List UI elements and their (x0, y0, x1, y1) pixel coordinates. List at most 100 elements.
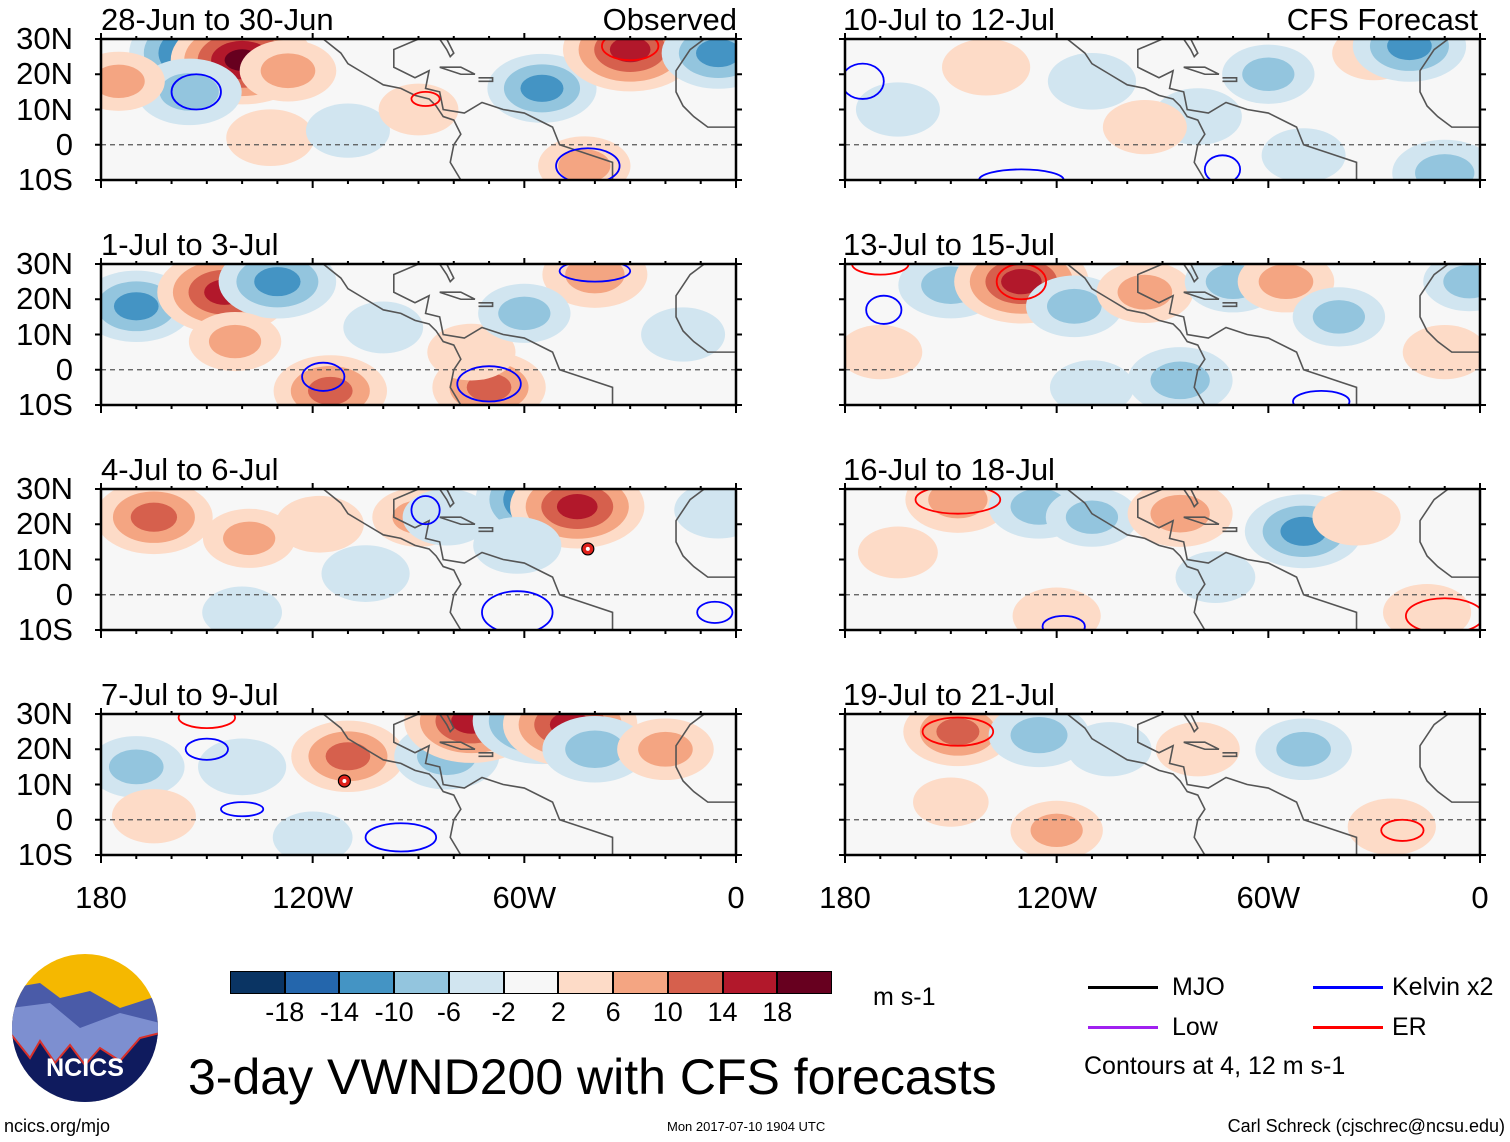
colorbar-swatch (613, 971, 668, 994)
coastline (675, 39, 736, 128)
colorbar-tick-label: 6 (605, 997, 621, 1027)
colorbar-swatch (448, 971, 504, 994)
coastline (393, 264, 614, 405)
colorbar-swatch (722, 971, 778, 994)
anomaly-region (325, 742, 371, 771)
coastline (675, 714, 736, 803)
coastline (675, 489, 736, 578)
colorbar-swatch (503, 971, 559, 994)
coastline (393, 489, 614, 630)
kelvin-contour (1292, 389, 1351, 405)
colorbar-tick-label: -6 (436, 997, 461, 1027)
anomaly-region (159, 73, 219, 111)
map-panel (839, 708, 1486, 863)
y-tick-label: 30N (16, 21, 73, 56)
er-contour (914, 489, 1002, 515)
anomaly-region (202, 586, 282, 630)
map-panel (95, 483, 742, 638)
anomaly-region (1415, 154, 1475, 180)
coastline (1419, 714, 1480, 803)
coastline (439, 516, 476, 526)
y-tick-label: 10N (16, 316, 73, 352)
kelvin-contour (865, 294, 903, 325)
coastline (1066, 489, 1206, 630)
anomaly-region (1242, 57, 1295, 91)
coastline (1222, 301, 1238, 308)
y-tick-label: 20N (16, 506, 73, 542)
y-tick-label: 10N (16, 766, 73, 802)
y-tick-label: 0 (55, 351, 73, 387)
coastline (322, 714, 462, 855)
footer-url[interactable]: ncics.org/mjo (4, 1116, 111, 1136)
anomaly-region (1049, 360, 1134, 405)
tropical-cyclone-icon (337, 774, 352, 788)
coastline (1222, 526, 1238, 533)
er-contour (601, 39, 660, 62)
coastline (322, 264, 462, 405)
y-tick-label: 10S (17, 837, 73, 872)
anomaly-region (1258, 264, 1314, 300)
anomaly-region (275, 495, 364, 553)
anomaly-region (305, 103, 390, 158)
anomaly-region (1117, 274, 1173, 310)
map-panel (95, 33, 742, 188)
colorbar-tick-label: -10 (374, 997, 414, 1027)
y-tick-label: 0 (55, 126, 73, 162)
kelvin-contour (301, 361, 346, 392)
coastline (1066, 39, 1206, 180)
coastline (1419, 39, 1480, 128)
footer-author: Carl Schreck (cjschrec@ncsu.edu) (1227, 1116, 1505, 1136)
anomaly-region (1175, 551, 1256, 604)
coastline (1222, 76, 1238, 83)
legend-er: ER (1392, 1013, 1427, 1041)
panel-title: 13-Jul to 15-Jul (843, 227, 1055, 262)
anomaly-region (498, 296, 551, 331)
er-contour (1380, 818, 1425, 842)
observed-header: Observed (602, 2, 737, 37)
coastline (322, 489, 462, 630)
anomaly-region (111, 789, 196, 844)
kelvin-contour (481, 590, 554, 630)
y-tick-label: 10S (17, 162, 73, 197)
figure-title: 3-day VWND200 with CFS forecasts (188, 1049, 997, 1105)
er-contour (410, 90, 441, 107)
y-tick-label: 20N (16, 731, 73, 767)
anomaly-region (1347, 798, 1436, 855)
kelvin-contour (220, 801, 265, 818)
panel-title: 4-Jul to 6-Jul (101, 452, 279, 487)
anomaly-region (226, 109, 315, 167)
colorbar-tick-label: -18 (265, 997, 305, 1027)
colorbar-swatch (558, 971, 614, 994)
panel-title: 7-Jul to 9-Jul (101, 677, 279, 712)
coastline (1183, 516, 1220, 526)
colorbar-tick-label: 2 (550, 997, 566, 1027)
colorbar-tick-label: -2 (491, 997, 516, 1027)
coastline (439, 291, 476, 301)
anomaly-region (254, 267, 301, 297)
coastline (1183, 741, 1220, 751)
footer-timestamp: Mon 2017-07-10 1904 UTC (667, 1119, 826, 1134)
er-contour (1405, 597, 1480, 630)
anomaly-region (558, 149, 611, 180)
anomaly-region (565, 264, 625, 294)
anomaly-region (1443, 264, 1480, 299)
anomaly-region (198, 738, 287, 796)
map-panel (95, 708, 742, 863)
anomaly-region (272, 811, 353, 855)
map-panel (839, 258, 1486, 413)
map-panel (95, 258, 742, 413)
coastline (478, 751, 494, 758)
anomaly-region (1047, 52, 1137, 110)
logo-text: NCICS (46, 1054, 124, 1082)
x-tick-label: 0 (1471, 880, 1489, 915)
anomaly-region (936, 718, 980, 746)
anomaly-region (641, 307, 726, 362)
anomaly-region (321, 545, 410, 602)
panel-title: 16-Jul to 18-Jul (843, 452, 1055, 487)
anomaly-region (1010, 717, 1068, 754)
anomaly-region (913, 777, 989, 827)
x-tick-label: 120W (272, 880, 354, 915)
anomaly-region (1312, 300, 1366, 334)
